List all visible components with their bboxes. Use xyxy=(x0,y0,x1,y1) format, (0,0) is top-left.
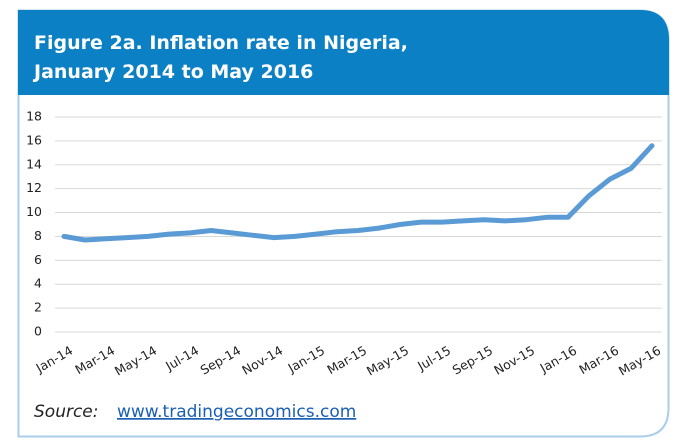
x-tick-label: Mar-15 xyxy=(324,343,369,378)
x-tick-label: Jan-15 xyxy=(285,343,328,376)
y-tick-label: 0 xyxy=(34,324,42,339)
x-tick-label: Jul-15 xyxy=(414,343,453,374)
y-tick-label: 2 xyxy=(34,300,42,315)
y-tick-label: 10 xyxy=(26,204,42,219)
x-tick-label: Mar-16 xyxy=(576,343,621,378)
x-tick-label: May-15 xyxy=(364,343,411,379)
chart-title: Figure 2a. Inflation rate in Nigeria, xyxy=(34,32,408,54)
y-tick-label: 16 xyxy=(26,132,42,147)
header xyxy=(18,10,669,95)
y-tick-label: 12 xyxy=(26,180,42,195)
x-tick-label: May-16 xyxy=(616,343,663,379)
x-tick-label: Jan-16 xyxy=(537,343,580,376)
x-tick-label: Mar-14 xyxy=(72,343,117,378)
x-tick-label: Jan-14 xyxy=(33,343,76,376)
x-tick-label: May-14 xyxy=(112,343,159,379)
x-tick-label: Jul-14 xyxy=(162,343,201,374)
x-tick-label: Nov-14 xyxy=(239,343,285,378)
data-line xyxy=(61,143,655,243)
y-tick-label: 6 xyxy=(34,252,42,267)
x-tick-label: Nov-15 xyxy=(491,343,537,378)
x-tick-label: Sep-15 xyxy=(450,343,496,378)
source-label: Source: xyxy=(34,402,99,422)
y-tick-label: 14 xyxy=(26,156,42,171)
y-tick-label: 18 xyxy=(26,109,42,124)
y-tick-label: 8 xyxy=(34,228,42,243)
x-tick-label: Sep-14 xyxy=(198,343,244,378)
chart-title: January 2014 to May 2016 xyxy=(32,61,313,83)
y-tick-label: 4 xyxy=(34,276,42,291)
source-link[interactable]: www.tradingeconomics.com xyxy=(117,402,356,422)
